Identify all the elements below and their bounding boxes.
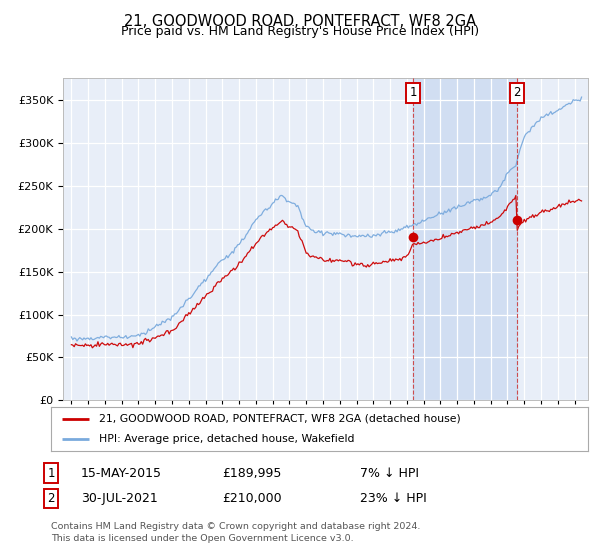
Text: 2: 2 xyxy=(514,86,521,99)
Text: 7% ↓ HPI: 7% ↓ HPI xyxy=(360,466,419,480)
Text: 15-MAY-2015: 15-MAY-2015 xyxy=(81,466,162,480)
Text: 1: 1 xyxy=(409,86,417,99)
Text: 21, GOODWOOD ROAD, PONTEFRACT, WF8 2GA: 21, GOODWOOD ROAD, PONTEFRACT, WF8 2GA xyxy=(124,14,476,29)
Text: 21, GOODWOOD ROAD, PONTEFRACT, WF8 2GA (detached house): 21, GOODWOOD ROAD, PONTEFRACT, WF8 2GA (… xyxy=(100,414,461,424)
Bar xyxy=(413,78,517,400)
Text: Price paid vs. HM Land Registry's House Price Index (HPI): Price paid vs. HM Land Registry's House … xyxy=(121,25,479,38)
Text: 2: 2 xyxy=(47,492,55,505)
Text: £210,000: £210,000 xyxy=(222,492,281,505)
Text: HPI: Average price, detached house, Wakefield: HPI: Average price, detached house, Wake… xyxy=(100,434,355,444)
Text: 23% ↓ HPI: 23% ↓ HPI xyxy=(360,492,427,505)
Text: 1: 1 xyxy=(47,466,55,480)
Text: 30-JUL-2021: 30-JUL-2021 xyxy=(81,492,158,505)
Text: £189,995: £189,995 xyxy=(222,466,281,480)
Text: Contains HM Land Registry data © Crown copyright and database right 2024.
This d: Contains HM Land Registry data © Crown c… xyxy=(51,522,421,543)
